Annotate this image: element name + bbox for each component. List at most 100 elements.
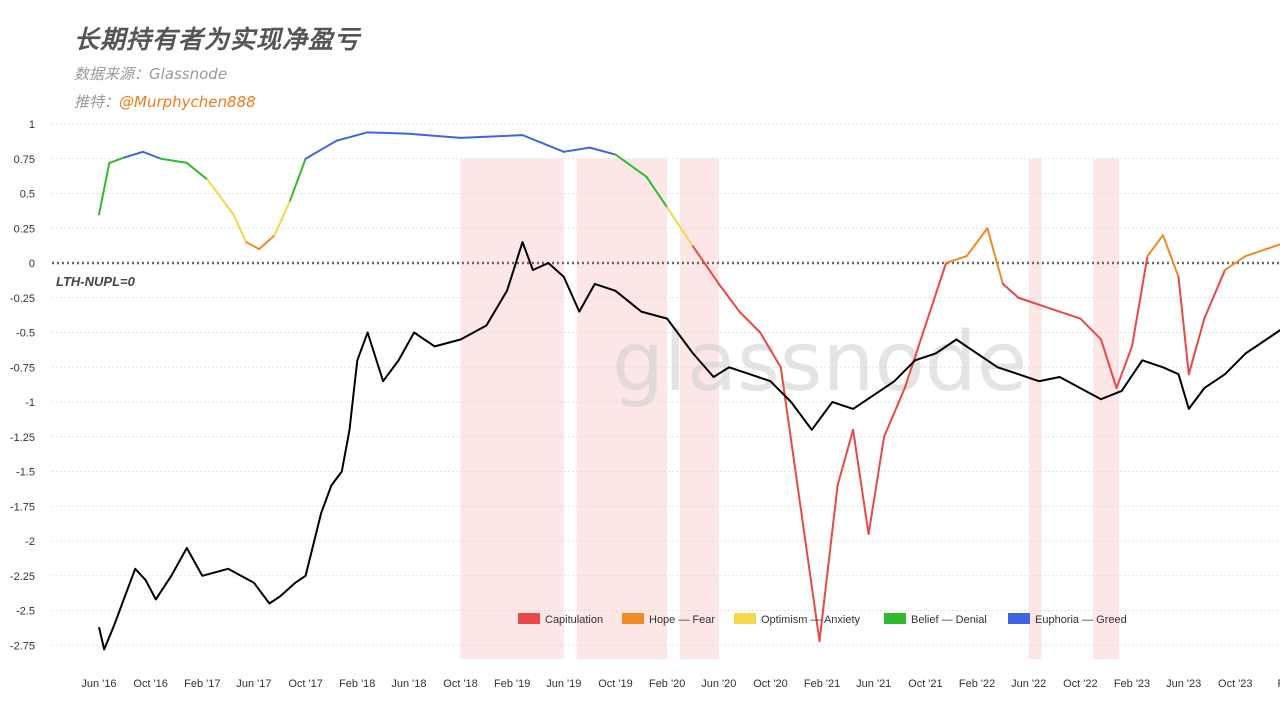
- y-tick-10: -1.5: [16, 467, 35, 479]
- legend-swatch-4: [1008, 613, 1030, 624]
- legend-label-3: Belief — Denial: [911, 614, 987, 626]
- series-0-segment-21: [614, 153, 648, 178]
- legend-label-4: Euphoria — Greed: [1035, 614, 1127, 626]
- legend-label-0: Capitulation: [545, 614, 603, 626]
- series-0-segment-50: [1177, 275, 1190, 376]
- series-0-segment-26: [738, 310, 762, 334]
- x-tick-18: Jun '22: [1011, 678, 1046, 690]
- series-0-segment-17: [459, 134, 524, 139]
- x-tick-1: Oct '16: [133, 678, 168, 690]
- series-0-segment-4: [141, 150, 162, 160]
- series-0-segment-54: [1244, 248, 1268, 258]
- legend-item-1[interactable]: Hope — Fear: [622, 613, 715, 626]
- x-tick-6: Jun '18: [391, 678, 426, 690]
- legend-swatch-3: [884, 613, 906, 624]
- legend-item-3[interactable]: Belief — Denial: [884, 613, 987, 626]
- y-tick-8: -1: [25, 397, 35, 409]
- legend-swatch-0: [518, 613, 540, 624]
- y-tick-15: -2.75: [10, 640, 35, 652]
- y-tick-11: -1.75: [10, 501, 35, 513]
- shaded-period-0: [460, 158, 564, 660]
- zero-reference: LTH-NUPL=0: [52, 261, 1280, 289]
- series-0-segment-25: [717, 282, 741, 313]
- series-0-segment-53: [1223, 255, 1247, 271]
- author-line: 推特：@Murphychen888: [74, 91, 256, 112]
- x-tick-8: Feb '19: [494, 678, 530, 690]
- series-0-segment-13: [304, 139, 338, 160]
- series-0-segment-27: [759, 331, 782, 369]
- series-0-segment-6: [185, 161, 209, 181]
- x-tick-3: Jun '17: [236, 678, 271, 690]
- series-0-segment-22: [645, 175, 669, 209]
- series-0-segment-41: [1017, 296, 1041, 306]
- x-tick-22: Oct '23: [1218, 678, 1253, 690]
- series-0-segment-42: [1038, 303, 1061, 313]
- series-0-segment-55: [1265, 243, 1280, 251]
- legend-item-2[interactable]: Optimism — Anxiety: [734, 613, 861, 626]
- series-0-segment-14: [335, 131, 369, 142]
- y-tick-0: 1: [29, 119, 35, 131]
- y-tick-14: -2.5: [16, 606, 35, 618]
- y-tick-2: 0.5: [20, 189, 35, 201]
- x-tick-5: Feb '18: [339, 678, 375, 690]
- zero-line-label: LTH-NUPL=0: [56, 274, 136, 289]
- series-0-segment-43: [1058, 310, 1082, 320]
- series-0-segment-10: [258, 234, 276, 251]
- x-tick-19: Oct '22: [1063, 678, 1098, 690]
- y-tick-5: -0.25: [10, 293, 35, 305]
- x-tick-14: Feb '21: [804, 678, 840, 690]
- series-0-segment-15: [366, 131, 410, 135]
- chart-title: 长期持有者为实现净盈亏: [74, 25, 361, 54]
- legend-swatch-1: [622, 613, 644, 624]
- chart-legend: Capitulation Hope — Fear Optimism — Anxiet…: [518, 613, 1127, 626]
- series-0-segment-30: [818, 484, 839, 643]
- x-tick-0: Jun '16: [81, 678, 116, 690]
- y-axis-ticks: 1 0.75 0.5 0.25 0 -0.25 -0.5 -0.75 -1 -1.25 -1.5 -1…: [10, 119, 35, 652]
- series-0-segment-16: [407, 132, 462, 139]
- data-source-label: 数据来源：Glassnode: [74, 65, 228, 83]
- legend-item-4[interactable]: Euphoria — Greed: [1008, 613, 1127, 626]
- series-0-segment-46: [1115, 345, 1133, 390]
- series-0-segment-28: [779, 366, 803, 515]
- series-0-segment-34: [883, 387, 906, 438]
- author-prefix: 推特：: [74, 93, 120, 111]
- series-line-0: [98, 131, 1280, 643]
- shaded-period-3: [1028, 158, 1042, 660]
- series-0-segment-24: [691, 245, 720, 285]
- grid-lines: [52, 123, 1280, 646]
- series-0-segment-40: [1001, 282, 1020, 299]
- y-tick-9: -1.25: [10, 432, 35, 444]
- x-tick-9: Jun '19: [546, 678, 581, 690]
- legend-item-0[interactable]: Capitulation: [518, 613, 603, 626]
- y-tick-12: -2: [25, 536, 35, 548]
- series-0-segment-3: [123, 150, 144, 159]
- x-tick-10: Oct '19: [598, 678, 633, 690]
- series-0-segment-9: [245, 241, 261, 251]
- x-tick-13: Oct '20: [753, 678, 788, 690]
- author-handle[interactable]: @Murphychen888: [119, 93, 256, 111]
- series-0-segment-52: [1203, 268, 1226, 320]
- x-tick-12: Jun '20: [701, 678, 736, 690]
- series-0-segment-12: [289, 157, 307, 202]
- series-0-segment-5: [159, 157, 188, 164]
- series-0-segment-47: [1131, 255, 1149, 348]
- series-0-segment-38: [965, 227, 989, 258]
- x-tick-11: Feb '20: [649, 678, 685, 690]
- y-tick-4: 0: [29, 258, 35, 270]
- legend-label-1: Hope — Fear: [649, 614, 715, 626]
- series-0-segment-31: [836, 428, 855, 487]
- x-tick-21: Jun '23: [1166, 678, 1201, 690]
- x-tick-4: Oct '17: [288, 678, 323, 690]
- y-tick-6: -0.5: [16, 328, 35, 340]
- y-tick-13: -2.25: [10, 571, 35, 583]
- series-0-segment-8: [232, 213, 248, 244]
- series-0-segment-44: [1079, 317, 1103, 341]
- series-0-segment-45: [1100, 338, 1118, 390]
- y-tick-1: 0.75: [14, 154, 35, 166]
- x-axis-ticks: Jun '16 Oct '16 Feb '17 Jun '17 Oct '17 Feb '…: [81, 678, 1280, 690]
- series-0-segment-20: [588, 146, 617, 156]
- series-0-segment-35: [903, 324, 927, 390]
- series-0-segment-29: [800, 512, 821, 643]
- y-tick-7: -0.75: [10, 362, 35, 374]
- series-0-segment-39: [986, 227, 1004, 285]
